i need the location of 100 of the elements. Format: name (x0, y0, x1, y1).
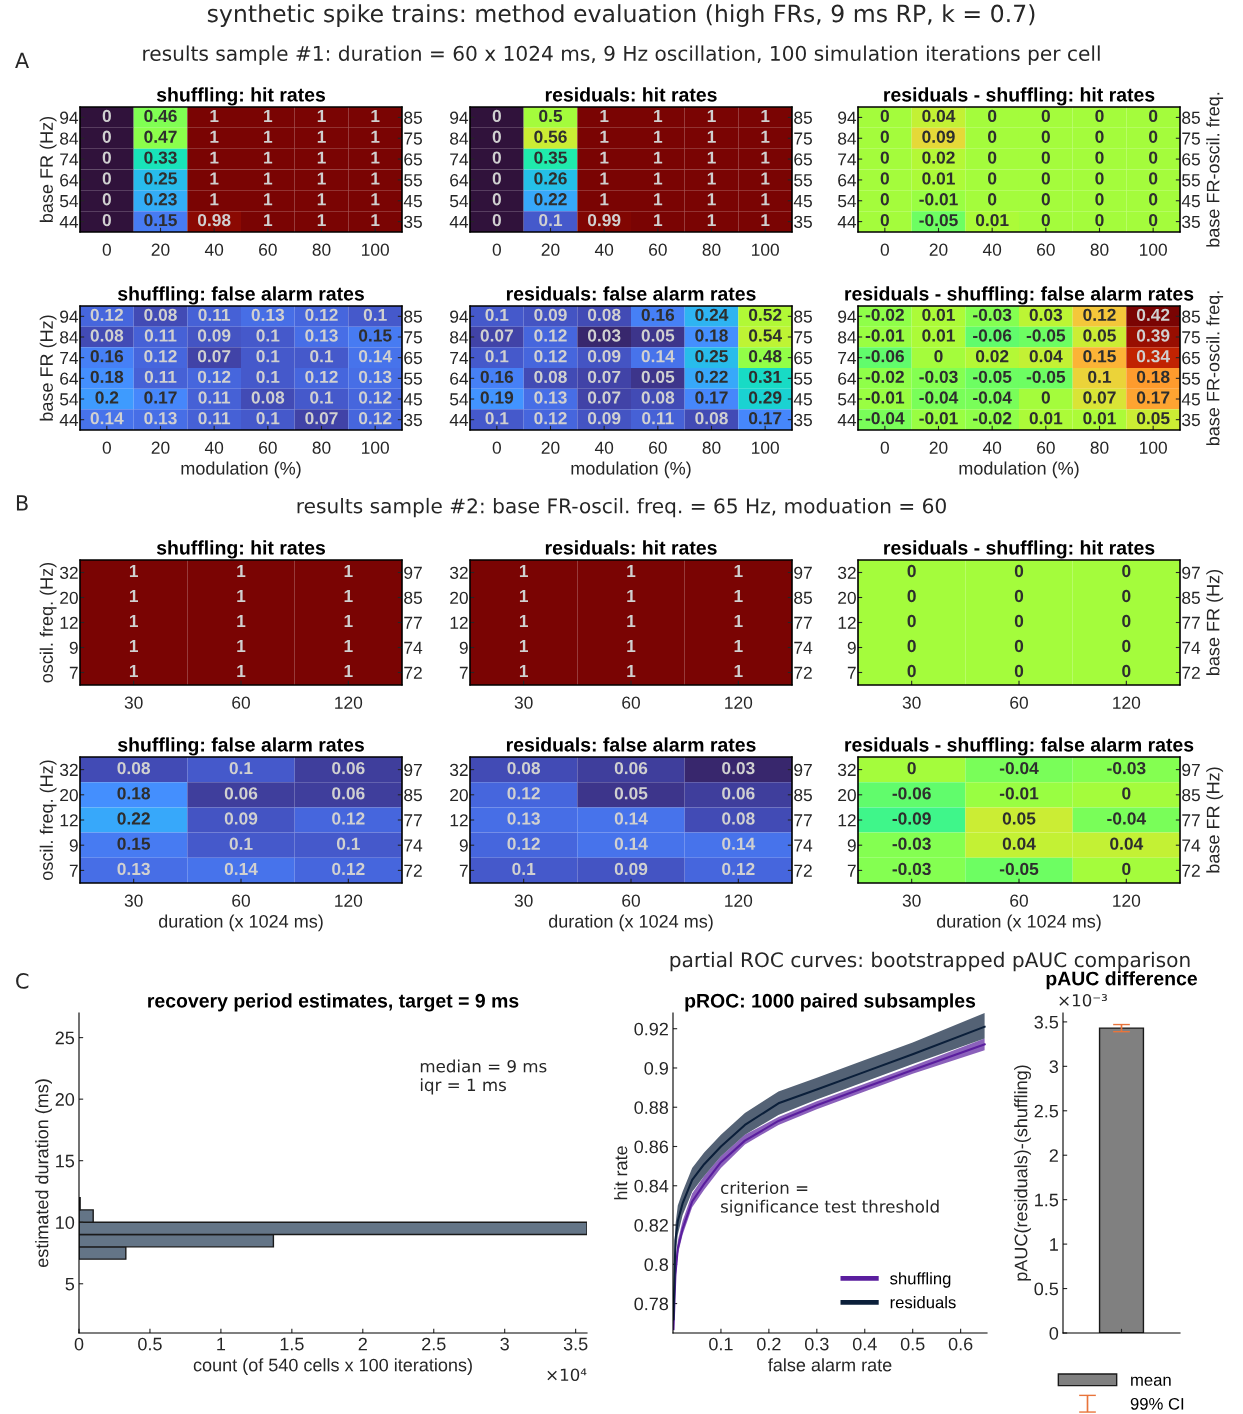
data-label: -0.01 (865, 329, 905, 342)
data-label: 0 (102, 151, 111, 164)
y2-tick-label: 55 (1182, 174, 1200, 187)
data-label: 0.09 (587, 412, 621, 425)
data-label: 0 (907, 639, 916, 653)
data-label: -0.09 (892, 812, 931, 825)
y2-tick-label: 74 (404, 641, 423, 654)
data-label: 0.05 (1136, 412, 1170, 425)
y-tick-label: 3.5 (1034, 1015, 1059, 1029)
y-tick-label: 12 (60, 814, 78, 827)
data-label: 0 (934, 350, 943, 363)
chart-title: pAUC difference (1046, 971, 1198, 990)
x-tick-label: 30 (902, 696, 921, 709)
x-tick-label: 80 (1090, 243, 1109, 256)
data-label: 0.13 (117, 862, 150, 876)
y-tick-label: 54 (60, 195, 79, 208)
data-label: 0.5 (539, 109, 563, 123)
y-tick-label: 54 (450, 195, 469, 208)
y-tick-label: 94 (450, 310, 469, 323)
data-label: 0.08 (641, 391, 675, 404)
x-tick-label: 20 (151, 441, 170, 454)
data-label: 0.05 (1083, 329, 1116, 342)
data-label: 1 (237, 565, 246, 577)
x-tick-label: 0 (880, 441, 889, 454)
x-tick-label: 0.4 (852, 1337, 877, 1351)
y2-tick-label: 74 (1182, 839, 1201, 852)
data-label: 0.12 (534, 412, 567, 425)
data-label: 1 (317, 214, 326, 227)
y-tick-label: 7 (69, 864, 78, 877)
y-tick-label: 20 (450, 788, 468, 802)
y2-tick-label: 65 (404, 153, 422, 166)
data-label: 0.04 (1002, 837, 1036, 850)
data-label: 0.11 (198, 308, 231, 321)
data-label: 0.46 (144, 109, 177, 123)
data-label: 0.07 (197, 350, 231, 363)
x-tick-label: 60 (622, 696, 640, 709)
chart-title: shuffling: hit rates (156, 87, 326, 106)
data-label: 0.11 (198, 391, 231, 404)
y2-tick-label: 77 (1182, 616, 1200, 629)
y-tick-label: 32 (449, 566, 468, 579)
y-tick-label: 64 (450, 174, 469, 187)
data-label: 0.08 (587, 308, 621, 321)
y2-tick-label: 77 (404, 814, 422, 827)
data-label: 0.31 (748, 370, 782, 384)
data-label: 1 (707, 130, 716, 143)
data-label: 0 (1014, 614, 1024, 628)
x-tick-label: 80 (1090, 441, 1109, 454)
y-tick-label: 64 (838, 174, 857, 187)
y2-tick-label: 55 (794, 372, 812, 385)
data-label: 0.14 (224, 862, 258, 876)
data-label: 0.17 (748, 412, 782, 425)
x-tick-label: 60 (1010, 894, 1028, 907)
y-tick-label: 9 (459, 839, 468, 852)
y2-tick-label: 55 (404, 174, 422, 187)
x-tick-label: 30 (514, 696, 533, 709)
data-label: 0.19 (480, 391, 514, 404)
data-label: 0.15 (144, 213, 177, 227)
data-label: 0.13 (534, 391, 567, 404)
data-label: 0.13 (144, 412, 177, 425)
y-tick-label: 0.82 (634, 1218, 668, 1232)
y-tick-label: 74 (838, 352, 857, 364)
data-label: 0.26 (534, 172, 567, 185)
data-label: 1 (734, 640, 743, 652)
data-label: 0.14 (614, 812, 648, 825)
y2-tick-label: 55 (794, 174, 812, 187)
x-tick-label: 60 (1037, 243, 1055, 256)
data-label: 1 (761, 109, 770, 122)
data-label: 0.1 (256, 412, 280, 425)
x-tick-label: 80 (312, 243, 331, 256)
data-label: 0.1 (539, 213, 563, 227)
y2-tick-label: 45 (793, 393, 812, 406)
data-label: 0 (880, 130, 889, 143)
y2-tick-label: 75 (1182, 132, 1200, 145)
y2-tick-label: 74 (794, 641, 813, 654)
y2-tick-label: 75 (404, 132, 422, 145)
data-label: 0 (907, 614, 916, 628)
y2-tick-label: 45 (403, 393, 422, 406)
data-label: 1 (264, 151, 273, 164)
y2-tick-label: 97 (794, 566, 812, 579)
data-label: 0.15 (117, 837, 151, 850)
data-label: 0 (1014, 589, 1024, 603)
chart-title: shuffling: false alarm rates (117, 737, 364, 756)
chart-title: shuffling: false alarm rates (117, 286, 364, 305)
y2-tick-label: 77 (794, 814, 812, 827)
data-label: 0.12 (332, 812, 365, 825)
y-tick-label: 44 (449, 215, 469, 228)
x-tick-label: 20 (541, 243, 560, 256)
data-label: 1 (519, 665, 529, 677)
y-axis-title: hit rate (614, 1146, 628, 1200)
data-label: 0.12 (534, 350, 567, 363)
y-tick-label: 12 (450, 616, 468, 629)
data-label: -0.04 (865, 412, 905, 425)
data-label: 1 (264, 109, 273, 122)
y2-tick-label: 35 (794, 413, 812, 427)
x-tick-label: 60 (1010, 696, 1028, 709)
y2-tick-label: 85 (1182, 310, 1200, 323)
data-label: 0.34 (1136, 350, 1170, 363)
x-tick-label: 0.5 (138, 1337, 162, 1351)
x-tick-label: 100 (752, 243, 779, 256)
data-label: -0.06 (973, 329, 1012, 342)
